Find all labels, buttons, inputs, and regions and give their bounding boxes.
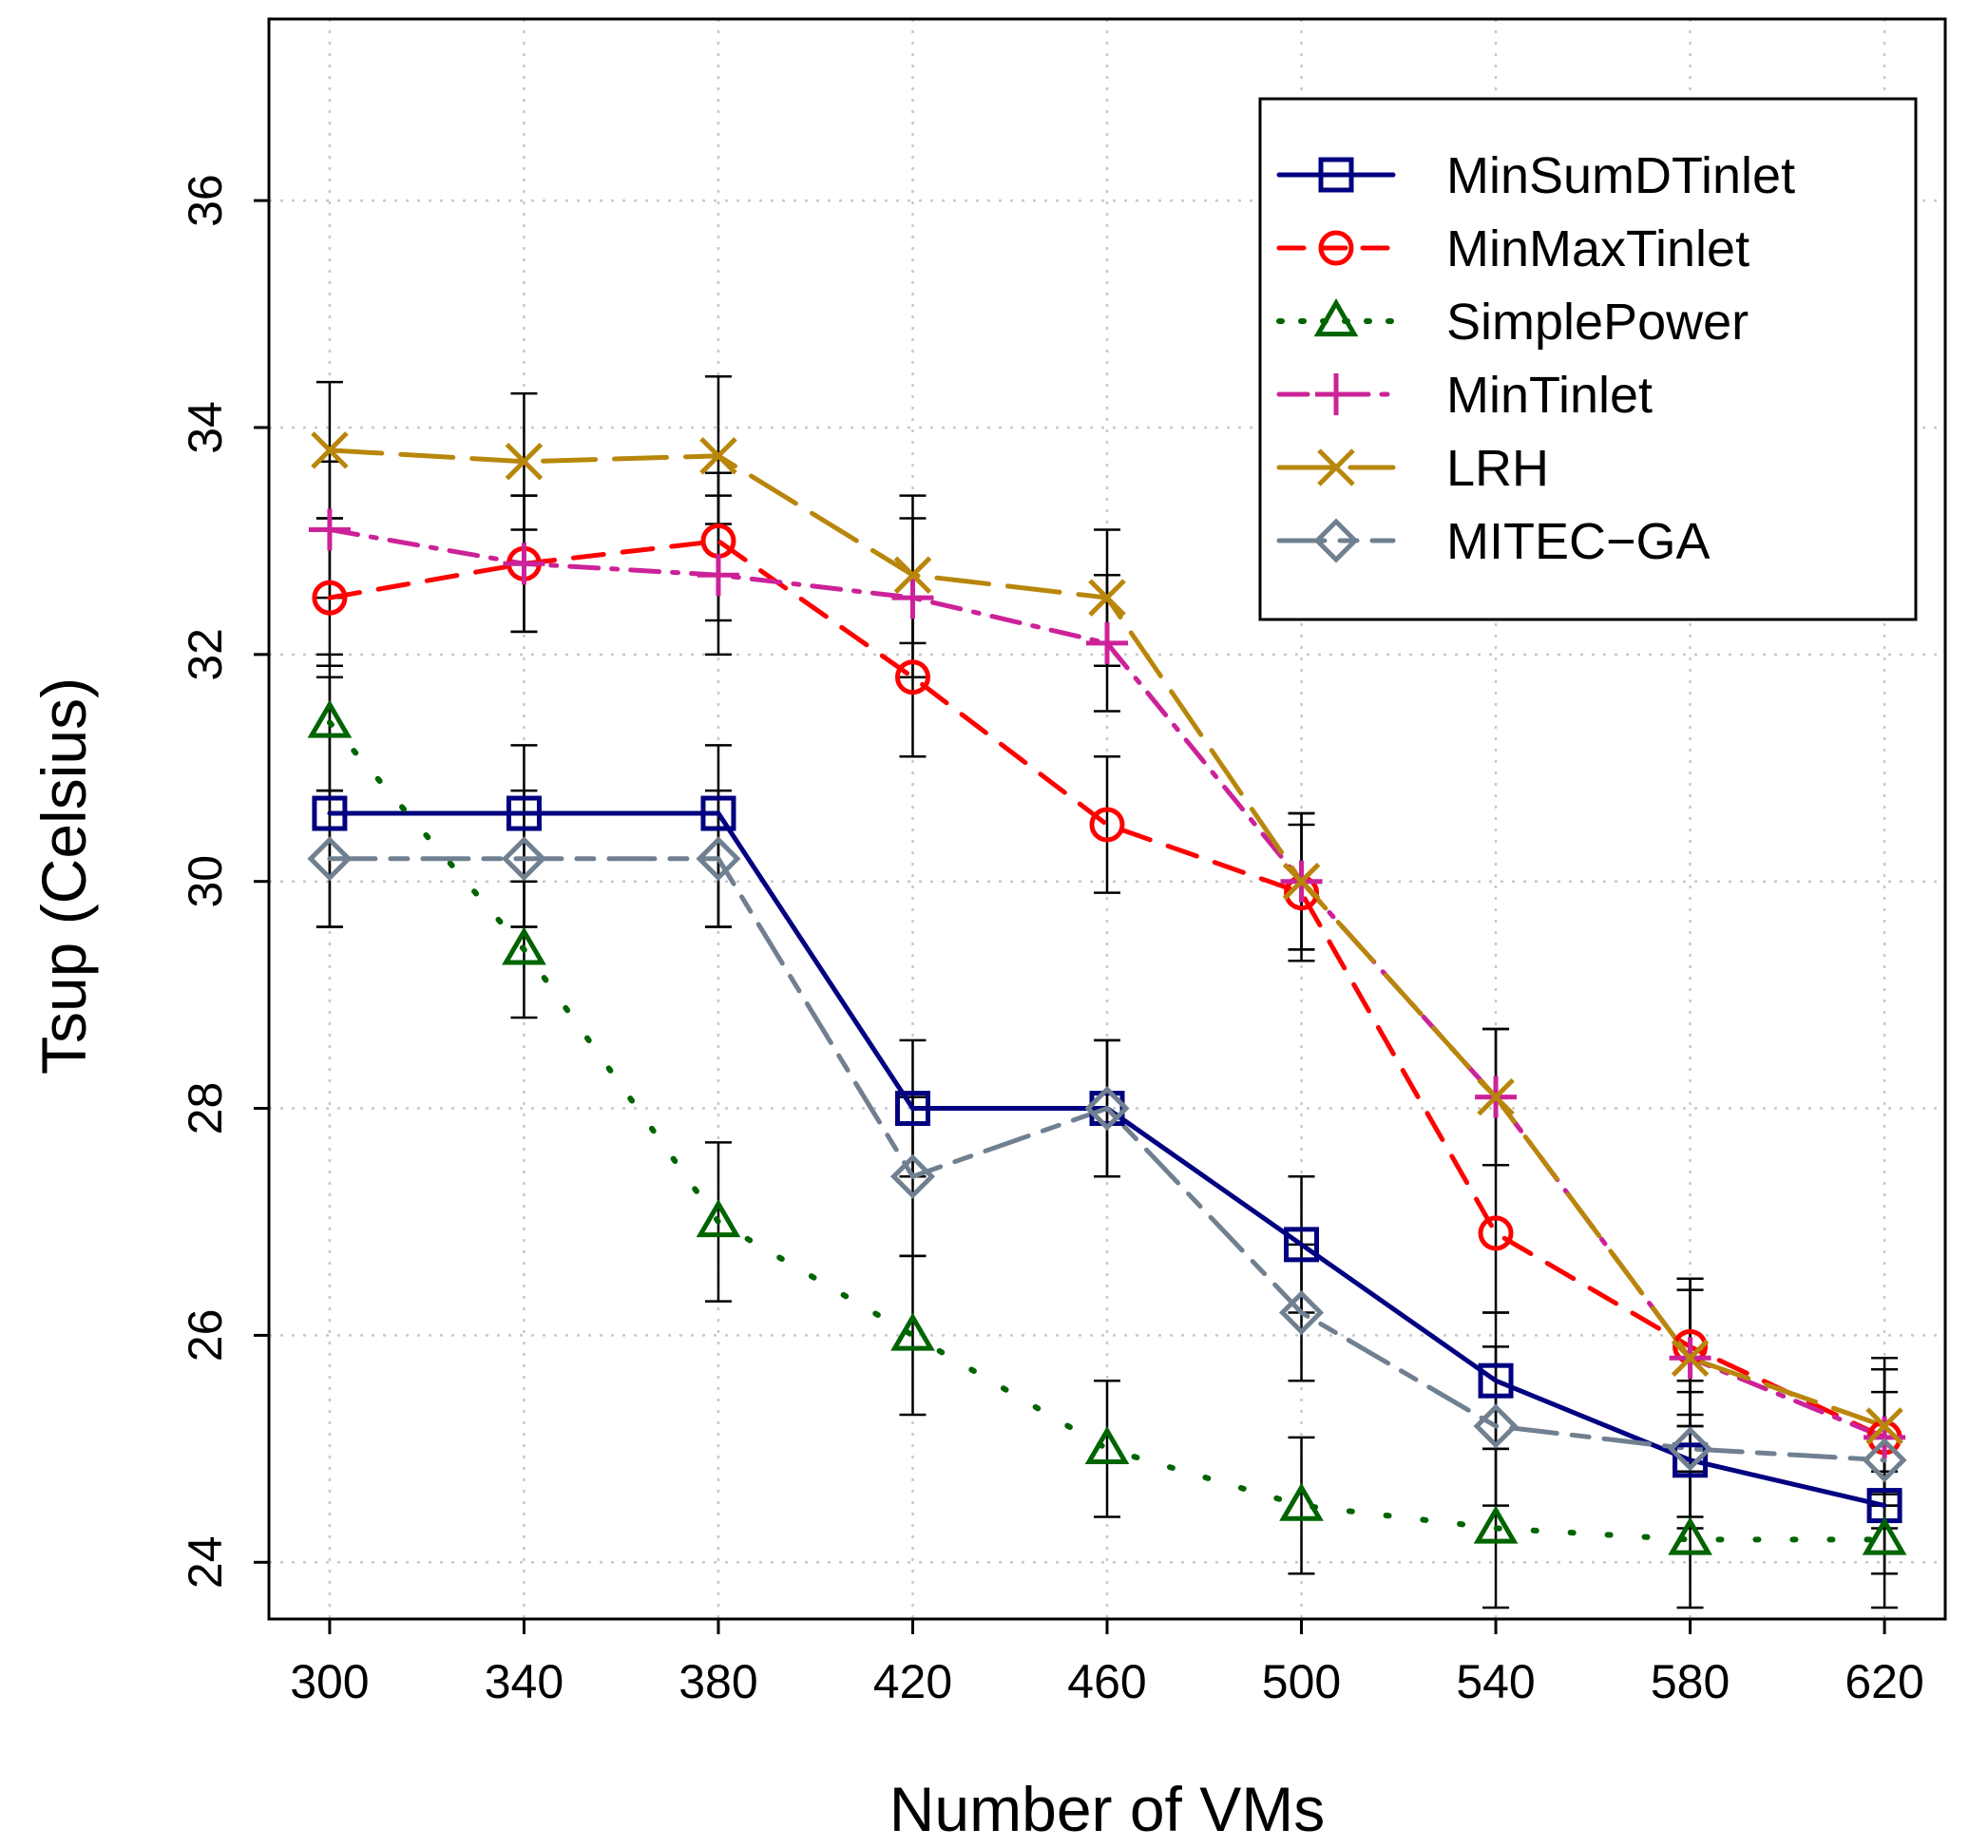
- data-point: [1089, 1091, 1125, 1127]
- data-point: [505, 443, 544, 481]
- data-point: [308, 508, 351, 551]
- x-tick-label: 380: [679, 1655, 757, 1708]
- y-tick-label: 36: [179, 174, 232, 227]
- legend-marker: [1313, 298, 1359, 337]
- data-point: [894, 1091, 930, 1127]
- data-point: [1673, 1442, 1709, 1478]
- x-tick-label: 460: [1067, 1655, 1146, 1708]
- data-point: [1668, 1516, 1712, 1555]
- x-tick-label: 300: [290, 1655, 369, 1708]
- x-tick-label: 620: [1845, 1655, 1923, 1708]
- data-point: [1088, 579, 1126, 617]
- data-point: [1862, 1438, 1907, 1483]
- data-point: [890, 1312, 935, 1351]
- legend-label: SimplePower: [1446, 294, 1749, 351]
- y-tick-label: 26: [179, 1309, 232, 1362]
- data-point: [506, 795, 542, 831]
- data-point: [312, 795, 348, 831]
- data-point: [503, 543, 545, 585]
- data-point: [311, 431, 349, 469]
- data-point: [893, 556, 932, 594]
- error-bar: [704, 374, 732, 525]
- legend-label: MinTinlet: [1446, 367, 1653, 424]
- data-point: [1865, 1407, 1903, 1445]
- series-lines: [326, 448, 1888, 1543]
- legend-label: LRH: [1446, 440, 1549, 497]
- data-point: [1084, 1086, 1130, 1132]
- legend-label: MITEC−GA: [1446, 513, 1711, 570]
- data-point: [501, 836, 546, 882]
- legend-marker: [1318, 157, 1354, 193]
- data-point: [696, 836, 741, 882]
- data-point: [894, 659, 930, 695]
- x-axis-title: Number of VMs: [889, 1774, 1325, 1844]
- data-point: [1478, 1215, 1514, 1251]
- data-point: [307, 699, 353, 738]
- x-axis: 300 340 380 420 460 500 540 580 620: [290, 1619, 1924, 1708]
- legend: MinSumDTinlet MinMaxTinlet SimplePower MinT…: [1258, 97, 1918, 621]
- data-point: [1282, 862, 1321, 901]
- series-line: [327, 856, 1887, 1463]
- y-axis: 24 26 28 30 32 34 36: [179, 174, 269, 1589]
- series-line: [326, 719, 1888, 1543]
- legend-label: MinSumDTinlet: [1446, 147, 1795, 204]
- data-point: [697, 554, 739, 597]
- y-tick-label: 30: [179, 855, 232, 908]
- x-tick-label: 420: [873, 1655, 952, 1708]
- data-point: [307, 836, 353, 882]
- error-bar: [1094, 1379, 1120, 1518]
- legend-box: [1258, 97, 1918, 621]
- error-bar: [1288, 1436, 1315, 1575]
- data-point: [1671, 1339, 1710, 1378]
- data-point: [1478, 1362, 1514, 1399]
- x-tick-label: 580: [1651, 1655, 1730, 1708]
- data-point: [1284, 1227, 1320, 1263]
- legend-marker: [1315, 373, 1357, 415]
- data-point: [891, 577, 934, 619]
- data-point: [1477, 1077, 1515, 1116]
- y-axis-title: Tsup (Celsius): [29, 677, 99, 1075]
- data-point: [1089, 807, 1125, 843]
- legend-marker: [1313, 518, 1359, 563]
- data-point: [1862, 1516, 1907, 1555]
- y-tick-label: 24: [179, 1535, 232, 1589]
- data-point: [1473, 1505, 1519, 1544]
- series-markers: [307, 431, 1907, 1555]
- y-tick-label: 34: [179, 401, 232, 454]
- data-point: [1086, 621, 1128, 664]
- error-bar: [1094, 755, 1120, 894]
- data-point: [700, 795, 736, 831]
- data-point: [1473, 1403, 1519, 1449]
- data-point: [1668, 1426, 1713, 1472]
- legend-marker: [1317, 448, 1355, 486]
- legend-label: MinMaxTinlet: [1446, 220, 1749, 277]
- data-point: [1278, 1289, 1325, 1336]
- data-point: [502, 926, 546, 965]
- data-point: [1084, 1425, 1130, 1465]
- x-tick-label: 500: [1262, 1655, 1341, 1708]
- data-point: [699, 437, 737, 475]
- data-point: [889, 1153, 936, 1199]
- x-tick-label: 540: [1456, 1655, 1535, 1708]
- legend-marker: [1318, 230, 1354, 266]
- y-tick-label: 32: [179, 628, 232, 681]
- series-line: [327, 538, 1887, 1440]
- y-tick-label: 28: [179, 1082, 232, 1135]
- data-point: [1279, 1482, 1324, 1521]
- data-point: [696, 1199, 741, 1238]
- x-tick-label: 340: [485, 1655, 564, 1708]
- data-point: [312, 580, 348, 616]
